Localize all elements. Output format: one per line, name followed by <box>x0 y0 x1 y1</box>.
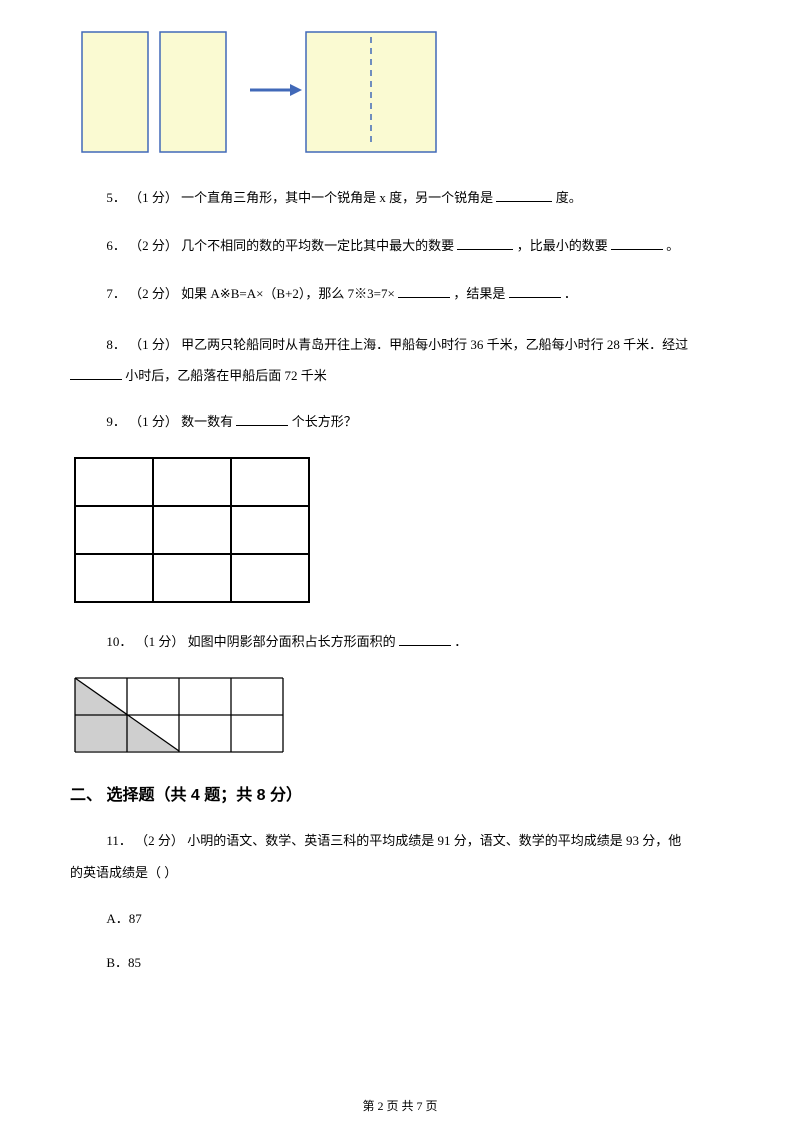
q11-line2: 的英语成绩是（ ） <box>70 865 177 880</box>
figure-shaded-rectangle <box>74 677 284 753</box>
q7-num: 7． <box>106 286 126 301</box>
q11-num: 11． <box>106 833 132 848</box>
question-11: 11． （2 分） 小明的语文、数学、英语三科的平均成绩是 91 分，语文、数学… <box>70 825 730 887</box>
q6-num: 6． <box>106 238 126 253</box>
figure-rectangles <box>80 30 730 161</box>
question-5: 5． （1 分） 一个直角三角形，其中一个锐角是 x 度，另一个锐角是 度。 <box>70 185 730 211</box>
question-9: 9． （1 分） 数一数有 个长方形？ <box>70 409 730 435</box>
q7-blank2 <box>509 285 561 298</box>
page-footer: 第 2 页 共 7 页 <box>0 1097 800 1114</box>
q6-pre: 几个不相同的数的平均数一定比其中最大的数要 <box>181 238 454 253</box>
q9-pts: （1 分） <box>129 414 178 429</box>
grid-3x3-table <box>74 457 310 603</box>
q10-pts: （1 分） <box>136 634 185 649</box>
q7-mid: ，结果是 <box>453 286 505 301</box>
question-8: 8． （1 分） 甲乙两只轮船同时从青岛开往上海．甲船每小时行 36 千米，乙船… <box>70 329 730 391</box>
q7-post: ． <box>564 286 577 301</box>
figure-shaded-svg <box>74 677 284 753</box>
q9-num: 9． <box>106 414 126 429</box>
q7-pre: 如果 A※B=A×（B+2），那么 7※3=7× <box>181 286 395 301</box>
q11-line1: 小明的语文、数学、英语三科的平均成绩是 91 分，语文、数学的平均成绩是 93 … <box>187 833 681 848</box>
q10-num: 10． <box>106 634 132 649</box>
section-2-title: 二、 选择题（共 4 题；共 8 分） <box>70 781 730 805</box>
question-6: 6． （2 分） 几个不相同的数的平均数一定比其中最大的数要 ，比最小的数要 。 <box>70 233 730 259</box>
page: 5． （1 分） 一个直角三角形，其中一个锐角是 x 度，另一个锐角是 度。 6… <box>0 0 800 1132</box>
q5-pre: 一个直角三角形，其中一个锐角是 x 度，另一个锐角是 <box>181 190 493 205</box>
q5-blank <box>496 189 552 202</box>
choice-a: A．87 <box>70 906 730 932</box>
q9-post: 个长方形？ <box>292 414 357 429</box>
q10-blank <box>399 633 451 646</box>
q5-post: 度。 <box>556 190 582 205</box>
q10-post: ． <box>454 634 467 649</box>
choice-b: B．85 <box>70 950 730 976</box>
q8-line1: 甲乙两只轮船同时从青岛开往上海．甲船每小时行 36 千米，乙船每小时行 28 千… <box>181 337 688 352</box>
q6-blank1 <box>457 237 513 250</box>
q8-num: 8． <box>106 337 126 352</box>
q9-blank <box>236 413 288 426</box>
q5-pts: （1 分） <box>129 190 178 205</box>
figure-grid-3x3 <box>74 457 730 603</box>
q8-line2: 小时后，乙船落在甲船后面 72 千米 <box>125 368 327 383</box>
q11-pts: （2 分） <box>135 833 184 848</box>
q8-blank <box>70 367 122 380</box>
question-7: 7． （2 分） 如果 A※B=A×（B+2），那么 7※3=7× ，结果是 ． <box>70 281 730 307</box>
q7-pts: （2 分） <box>129 286 178 301</box>
q7-blank1 <box>398 285 450 298</box>
q6-pts: （2 分） <box>129 238 178 253</box>
q5-num: 5． <box>106 190 126 205</box>
q6-blank2 <box>611 237 663 250</box>
q10-pre: 如图中阴影部分面积占长方形面积的 <box>188 634 396 649</box>
figure-rectangles-svg <box>80 30 440 156</box>
question-10: 10． （1 分） 如图中阴影部分面积占长方形面积的 ． <box>70 629 730 655</box>
q6-mid: ，比最小的数要 <box>517 238 608 253</box>
q6-post: 。 <box>666 238 679 253</box>
q9-pre: 数一数有 <box>181 414 233 429</box>
q8-pts: （1 分） <box>129 337 178 352</box>
